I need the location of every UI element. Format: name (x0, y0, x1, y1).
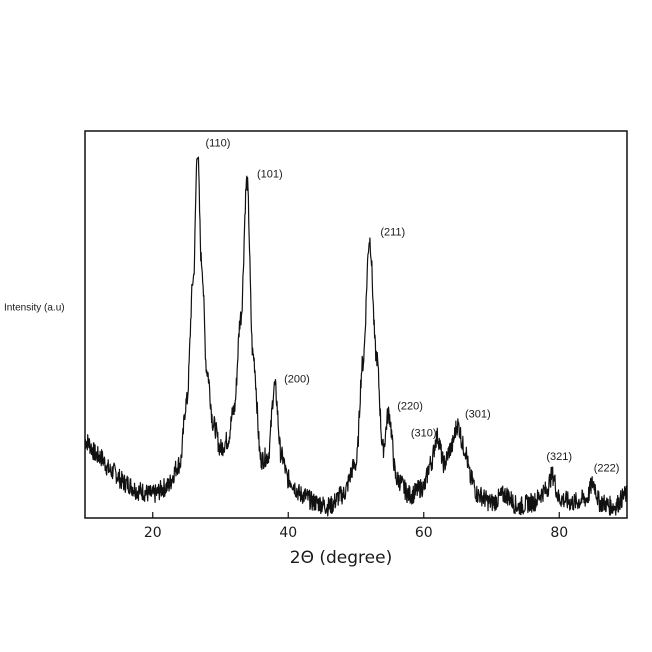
plot-area: 20 40 60 80 (110)(101)(200)(211)(220)(310)(… (84, 130, 628, 541)
y-axis-label: Intensity (a.u) (4, 303, 65, 314)
peak-annotations: (110) (101) (200) (211) (220) (310) (301) (321)… (206, 137, 620, 474)
x-ticks: 20 40 60 80 (144, 512, 568, 541)
peak-label: (222) (594, 462, 620, 474)
plot-frame (84, 130, 628, 519)
peak-label: (101) (257, 168, 283, 180)
x-axis-label: 2Θ (degree) (290, 548, 392, 568)
peak-label: (211) (380, 226, 405, 238)
peak-label: (301) (465, 408, 491, 420)
x-tick-label: 60 (415, 525, 433, 541)
x-tick-label: 80 (550, 525, 568, 541)
peak-label: (321) (546, 451, 572, 463)
peak-label: (200) (284, 373, 310, 385)
peak-label: (310) (411, 428, 437, 440)
peak-label: (110) (206, 137, 231, 149)
x-tick-label: 40 (279, 525, 297, 541)
peak-label: (220) (397, 401, 423, 413)
x-tick-label: 20 (144, 525, 162, 541)
series-line-xrd (84, 156, 628, 517)
